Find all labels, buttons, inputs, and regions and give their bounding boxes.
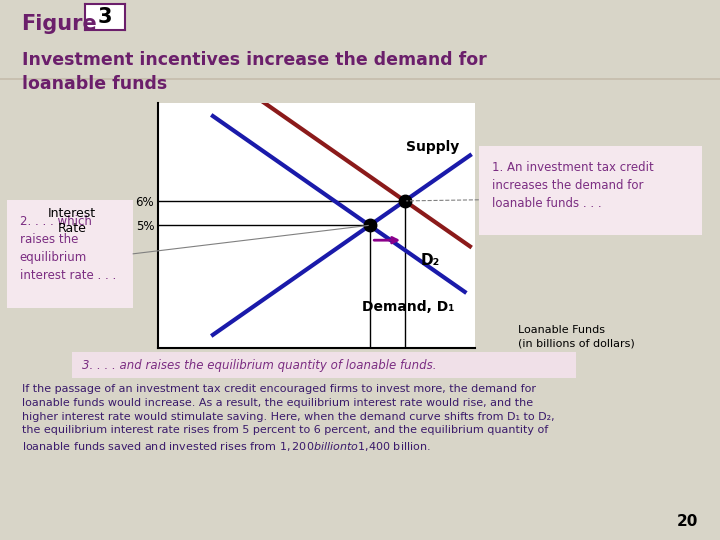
Text: Figure: Figure (22, 14, 97, 33)
Text: 3. . . . and raises the equilibrium quantity of loanable funds.: 3. . . . and raises the equilibrium quan… (82, 359, 436, 372)
Text: Loanable Funds
(in billions of dollars): Loanable Funds (in billions of dollars) (518, 325, 635, 348)
Text: 2. . . . which
raises the
equilibrium
interest rate . . .: 2. . . . which raises the equilibrium in… (20, 215, 116, 282)
Text: 3: 3 (97, 6, 112, 27)
Text: Interest
Rate: Interest Rate (48, 207, 96, 235)
Text: If the passage of an investment tax credit encouraged firms to invest more, the : If the passage of an investment tax cred… (22, 384, 554, 453)
Text: 20: 20 (677, 514, 698, 529)
Text: Supply: Supply (406, 140, 459, 154)
Text: Investment incentives increase the demand for
loanable funds: Investment incentives increase the deman… (22, 51, 486, 93)
Text: 1. An investment tax credit
increases the demand for
loanable funds . . .: 1. An investment tax credit increases th… (492, 161, 654, 211)
Text: Demand, D₁: Demand, D₁ (362, 300, 454, 314)
Text: D₂: D₂ (420, 253, 440, 268)
